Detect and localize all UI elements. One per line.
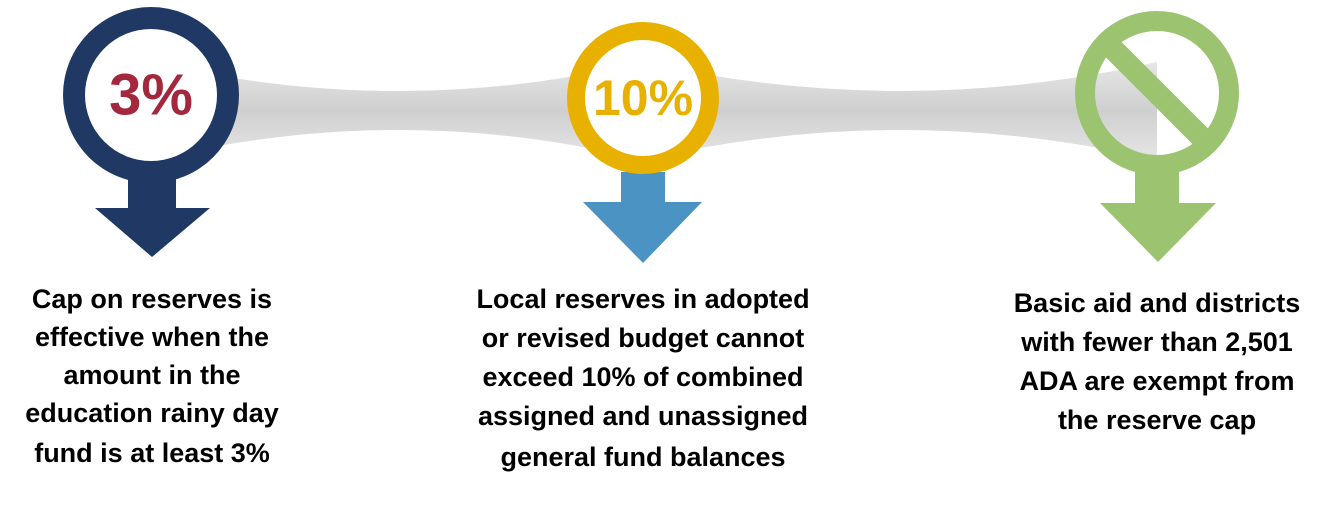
description-line: exceed 10% of combined (482, 362, 803, 392)
description-line: general fund balances (500, 442, 785, 472)
badge-text: 10% (593, 70, 693, 126)
arrow-head (583, 202, 702, 263)
description-line: assigned and unassigned (478, 401, 808, 431)
step-2: 10% Local reserves in adopted or revised… (476, 22, 810, 472)
badge-inner (585, 40, 701, 156)
step-1: 3% Cap on reserves is effective when the… (25, 7, 279, 468)
description-line: with fewer than 2,501 (1020, 327, 1293, 357)
arrow-head (1100, 203, 1216, 262)
description-line: effective when the (35, 322, 269, 352)
description-line: ADA are exempt from (1019, 366, 1294, 396)
description-line: amount in the (64, 360, 241, 390)
arrow-head (95, 208, 210, 257)
description-line: education rainy day (25, 398, 279, 428)
no-sign-ring (1075, 11, 1239, 175)
description-line: Cap on reserves is (32, 284, 272, 314)
badge-inner (85, 29, 217, 161)
description-line: Local reserves in adopted (476, 284, 809, 314)
description-line: fund is at least 3% (34, 438, 270, 468)
description-line: or revised budget cannot (482, 323, 805, 353)
description-line: the reserve cap (1058, 405, 1256, 435)
arrow-stem (621, 172, 665, 204)
badge-text: 3% (109, 63, 193, 128)
step-3: Basic aid and districts with fewer than … (1014, 11, 1301, 435)
description-line: Basic aid and districts (1014, 288, 1301, 318)
no-sign-bar (1096, 32, 1218, 154)
